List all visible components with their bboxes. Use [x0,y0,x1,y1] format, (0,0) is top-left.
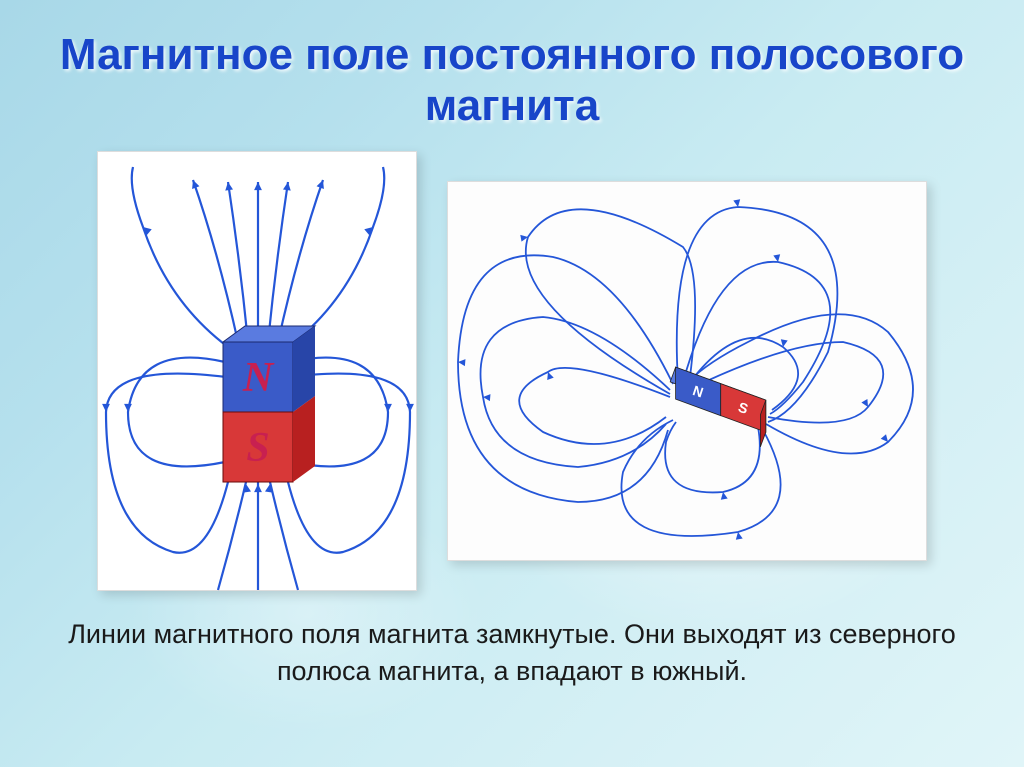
slide-title: Магнитное поле постоянного полосового ма… [40,30,984,131]
caption-text: Линии магнитного поля магнита замкнутые.… [52,616,972,689]
svg-text:N: N [242,355,275,401]
svg-text:S: S [246,425,269,471]
diagram-row: NS NS [97,151,927,591]
diagram-3d-magnet: NS [447,181,927,561]
diagram-vertical-magnet: NS [97,151,417,591]
